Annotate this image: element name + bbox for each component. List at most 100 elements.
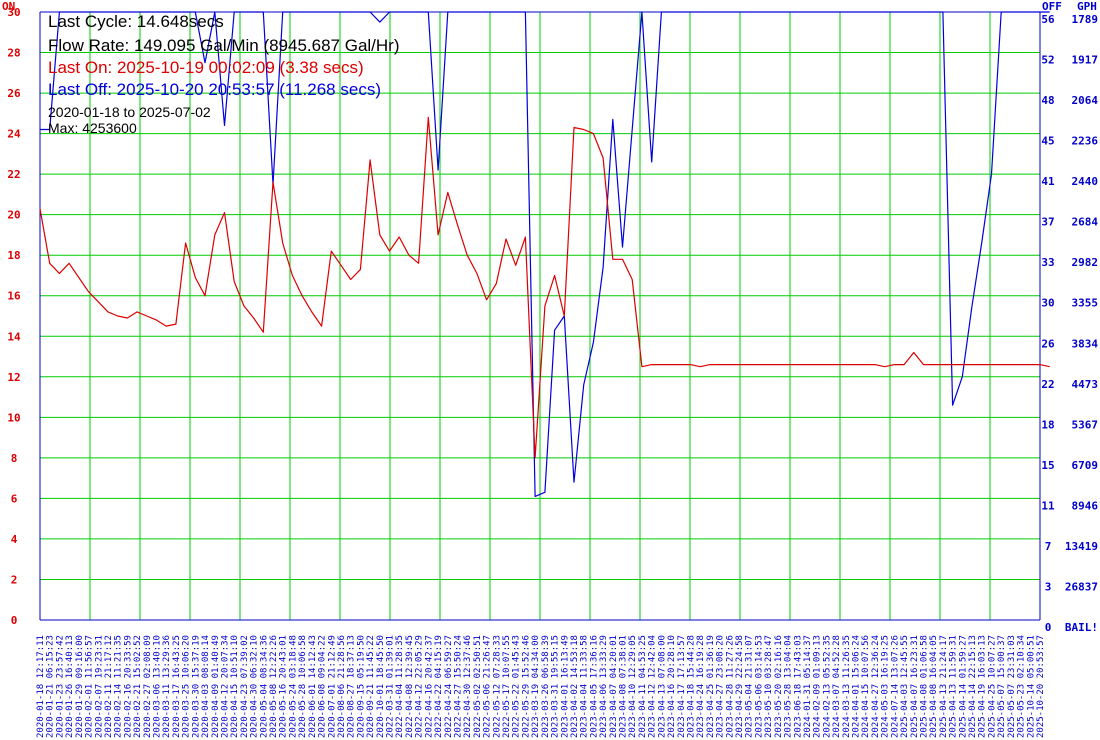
x-tick-label: 2024-05-03 16:19:25 [881,635,891,738]
left-tick-label: 8 [11,452,18,465]
x-tick-label: 2022-05-12 07:28:33 [492,635,502,738]
x-tick-label: 2022-04-12 22:05:29 [415,635,425,738]
x-tick-label: 2024-04-01 15:06:24 [852,635,862,738]
x-tick-label: 2025-04-25 10:07:27 [987,635,997,738]
right-axis-gph-header: GPH [1077,0,1097,13]
x-tick-label: 2022-04-30 12:37:46 [463,635,473,738]
x-tick-label: 2020-05-08 12:22:26 [269,635,279,738]
right-off-tick-label: 3 [1045,580,1052,593]
off-series-line [40,11,1050,497]
left-tick-label: 10 [7,411,20,424]
right-off-tick-label: 48 [1041,94,1054,107]
right-off-tick-label: 52 [1041,54,1054,67]
x-tick-label: 2020-06-08 09:04:22 [318,635,328,738]
vertical-gridlines [39,12,1041,620]
x-tick-label: 2023-06-18 17:43:03 [793,635,803,738]
x-tick-label: 2020-02-07 19:23:31 [94,635,104,738]
left-tick-label: 6 [11,492,18,505]
x-tick-label: 2020-03-25 10:06:20 [182,635,192,738]
x-tick-label: 2023-04-11 04:53:25 [638,635,648,738]
x-tick-label: 2020-01-18 12:17:11 [36,635,46,738]
x-tick-label: 2022-04-04 11:28:35 [395,635,405,738]
x-tick-label: 2020-01-21 06:15:23 [46,635,56,738]
x-tick-label: 2020-07-01 21:12:49 [327,635,337,738]
x-tick-label: 2025-04-14 22:15:13 [968,635,978,738]
x-tick-label: 2022-04-22 04:15:19 [434,635,444,738]
x-tick-label: 2025-05-07 15:00:37 [997,635,1007,738]
right-off-tick-label: 18 [1041,418,1054,431]
x-tick-label: 2020-02-14 11:21:35 [114,635,124,738]
x-tick-label: 2022-04-08 12:39:45 [405,635,415,738]
left-tick-label: 14 [7,330,21,343]
left-tick-label: 4 [11,533,18,546]
x-tick-label: 2025-04-13 21:24:17 [939,635,949,738]
last-on-text: Last On: 2025-10-19 00:02:09 (3.38 secs) [48,58,364,77]
x-tick-label: 2020-09-15 05:19:50 [356,635,366,738]
x-tick-label: 2023-03-26 06:58:39 [541,635,551,738]
right-gph-tick-label: 13419 [1065,540,1098,553]
x-tick-label: 2023-03-19 04:34:00 [531,635,541,738]
x-tick-label: 2022-05-29 15:52:46 [521,635,531,738]
x-tick-label: 2024-03-07 04:52:28 [832,635,842,738]
right-gph-tick-label: 1917 [1072,54,1099,67]
left-tick-label: 12 [7,371,20,384]
left-tick-label: 2 [11,573,18,586]
left-tick-label: 30 [7,6,20,19]
x-tick-label: 2023-04-27 23:08:20 [716,635,726,738]
x-tick-label: 2020-05-24 03:18:48 [288,635,298,738]
x-tick-label: 2023-04-04 11:33:58 [580,635,590,738]
right-gph-tick-label: 1789 [1072,13,1099,26]
x-tick-label: 2025-04-19 16:03:13 [978,635,988,738]
x-tick-label: 2023-04-29 22:24:58 [735,635,745,738]
right-off-tick-label: 30 [1041,297,1054,310]
chart-series [39,11,1050,497]
right-off-tick-label: 56 [1041,13,1055,26]
right-off-tick-label: 7 [1045,540,1052,553]
x-tick-label: 2025-04-03 12:45:55 [900,635,910,738]
x-tick-label: 2023-04-05 17:36:16 [589,635,599,738]
left-tick-label: 26 [7,87,21,100]
x-tick-label: 2024-01-31 05:14:37 [803,635,813,738]
right-gph-tick-label: 4473 [1072,378,1099,391]
left-tick-label: 22 [7,168,20,181]
x-tick-label: 2025-05-23 02:10:34 [1017,635,1027,738]
x-tick-label: 2023-04-24 16:19:28 [696,635,706,738]
x-tick-label: 2022-05-06 21:26:47 [483,635,493,738]
x-tick-label: 2023-04-17 17:13:57 [677,635,687,738]
x-tick-label: 2023-05-20 02:16:16 [774,635,784,738]
x-tick-label: 2023-04-06 13:33:29 [599,635,609,738]
x-tick-label: 2022-05-02 02:50:51 [473,635,483,738]
x-tick-label: 2020-08-06 21:28:56 [337,635,347,738]
max-text: Max: 4253600 [48,120,137,136]
x-tick-label: 2020-04-30 06:32:10 [250,635,260,738]
left-tick-label: 28 [7,47,20,60]
x-tick-label: 2025-04-07 16:23:31 [910,635,920,738]
x-tick-label: 2025-04-08 16:04:05 [929,635,939,738]
x-tick-label: 2022-03-31 01:39:01 [386,635,396,738]
x-tick-label: 2020-02-27 02:08:09 [143,635,153,738]
x-tick-label: 2023-04-08 07:38:01 [619,635,629,738]
x-tick-label: 2020-05-28 10:06:58 [298,635,308,738]
x-tick-label: 2025-10-14 05:00:51 [1026,635,1036,738]
x-tick-label: 2023-05-28 13:04:04 [784,635,794,738]
x-tick-label: 2023-03-31 19:55:15 [551,635,561,738]
date-range-text: 2020-01-18 to 2025-07-02 [48,104,211,120]
x-tick-label: 2020-03-11 13:29:36 [162,635,172,738]
x-tick-label: 2020-05-16 20:43:01 [279,635,289,738]
right-off-tick-label: 45 [1041,135,1054,148]
x-tick-label: 2025-10-20 20:53:57 [1036,635,1046,738]
x-tick-label: 2023-04-01 16:13:49 [560,635,570,738]
left-tick-label: 24 [7,128,21,141]
x-tick-label: 2020-09-21 11:45:22 [366,635,376,738]
right-off-tick-label: 22 [1041,378,1054,391]
x-tick-label: 2024-02-13 05:52:35 [822,635,832,738]
x-tick-label: 2020-02-16 20:33:59 [123,635,133,738]
x-tick-label: 2020-01-23 23:57:42 [55,635,65,738]
x-tick-label: 2023-04-28 11:27:26 [725,635,735,738]
x-tick-label: 2024-07-14 13:07:26 [890,635,900,738]
x-tick-label: 2023-04-16 20:28:10 [667,635,677,738]
right-gph-tick-label: 3834 [1072,337,1099,350]
right-off-tick-label: 41 [1041,175,1055,188]
left-axis-header: ON [2,0,15,13]
right-off-tick-label: 33 [1041,256,1054,269]
